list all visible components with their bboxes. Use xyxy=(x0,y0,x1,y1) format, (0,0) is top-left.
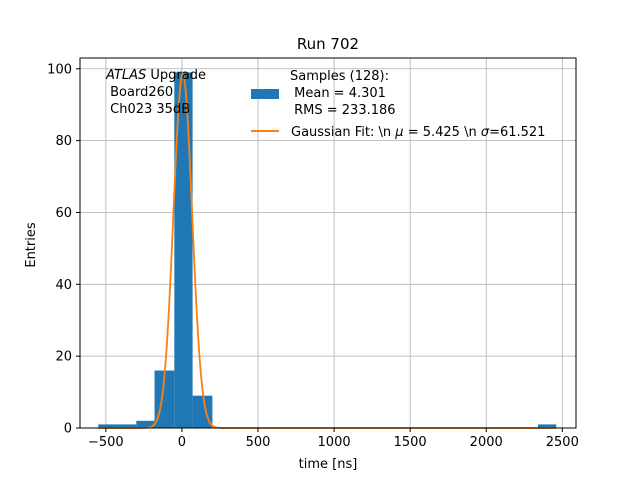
x-tick-label: 500 xyxy=(246,435,271,450)
atlas-annotation: ATLAS Upgrade Board260 Ch023 35dB xyxy=(105,68,206,117)
legend-fit-mu: μ xyxy=(394,125,403,140)
annotation-line-2: Board260 xyxy=(106,85,173,100)
y-tick-label: 40 xyxy=(55,278,72,293)
legend-fit-label: Gaussian Fit: \n μ = 5.425 \n σ=61.521 xyxy=(291,125,545,140)
annotation-upgrade: Upgrade xyxy=(146,68,206,83)
x-axis-label: time [ns] xyxy=(299,457,358,472)
histogram-bar xyxy=(192,395,213,428)
x-tick-label: 1000 xyxy=(318,435,351,450)
legend-fit-sigma: σ xyxy=(481,125,490,140)
x-tick-label: 2000 xyxy=(470,435,503,450)
ticks-layer: −500 0 500 1000 1500 2000 2500 0 20 40 60 80 100 xyxy=(47,62,579,450)
legend-fit-mid: = 5.425 \n xyxy=(404,125,481,140)
histogram-bar xyxy=(174,72,193,429)
x-tick-label: 1500 xyxy=(394,435,427,450)
y-tick-label: 100 xyxy=(47,62,72,77)
y-tick-label: 80 xyxy=(55,134,72,149)
x-tick-label: −500 xyxy=(88,435,124,450)
annotation-atlas: ATLAS xyxy=(105,68,146,83)
legend-histogram-line-3: RMS = 233.186 xyxy=(290,103,396,118)
chart-title: Run 702 xyxy=(297,35,359,53)
y-axis-label: Entries xyxy=(24,222,39,268)
legend-fit-prefix: Gaussian Fit: \n xyxy=(291,125,395,140)
histogram-bar xyxy=(537,424,557,428)
legend: Samples (128): Mean = 4.301 RMS = 233.18… xyxy=(251,69,545,140)
y-tick-label: 20 xyxy=(55,350,72,365)
y-tick-label: 60 xyxy=(55,206,72,221)
legend-histogram-line-2: Mean = 4.301 xyxy=(290,86,386,101)
legend-fit-end: =61.521 xyxy=(489,125,545,140)
x-tick-label: 2500 xyxy=(546,435,579,450)
plot-frame xyxy=(79,57,577,429)
y-tick-label: 0 xyxy=(64,422,72,437)
x-tick-label: 0 xyxy=(178,435,186,450)
legend-histogram-line-1: Samples (128): xyxy=(290,69,389,84)
annotation-line-3: Ch023 35dB xyxy=(106,102,190,117)
histogram-bar xyxy=(136,420,155,428)
bars-layer xyxy=(98,72,557,429)
annotation-line-1: ATLAS Upgrade xyxy=(105,68,206,83)
legend-histogram-swatch xyxy=(251,89,279,99)
histogram-bar xyxy=(98,424,137,428)
